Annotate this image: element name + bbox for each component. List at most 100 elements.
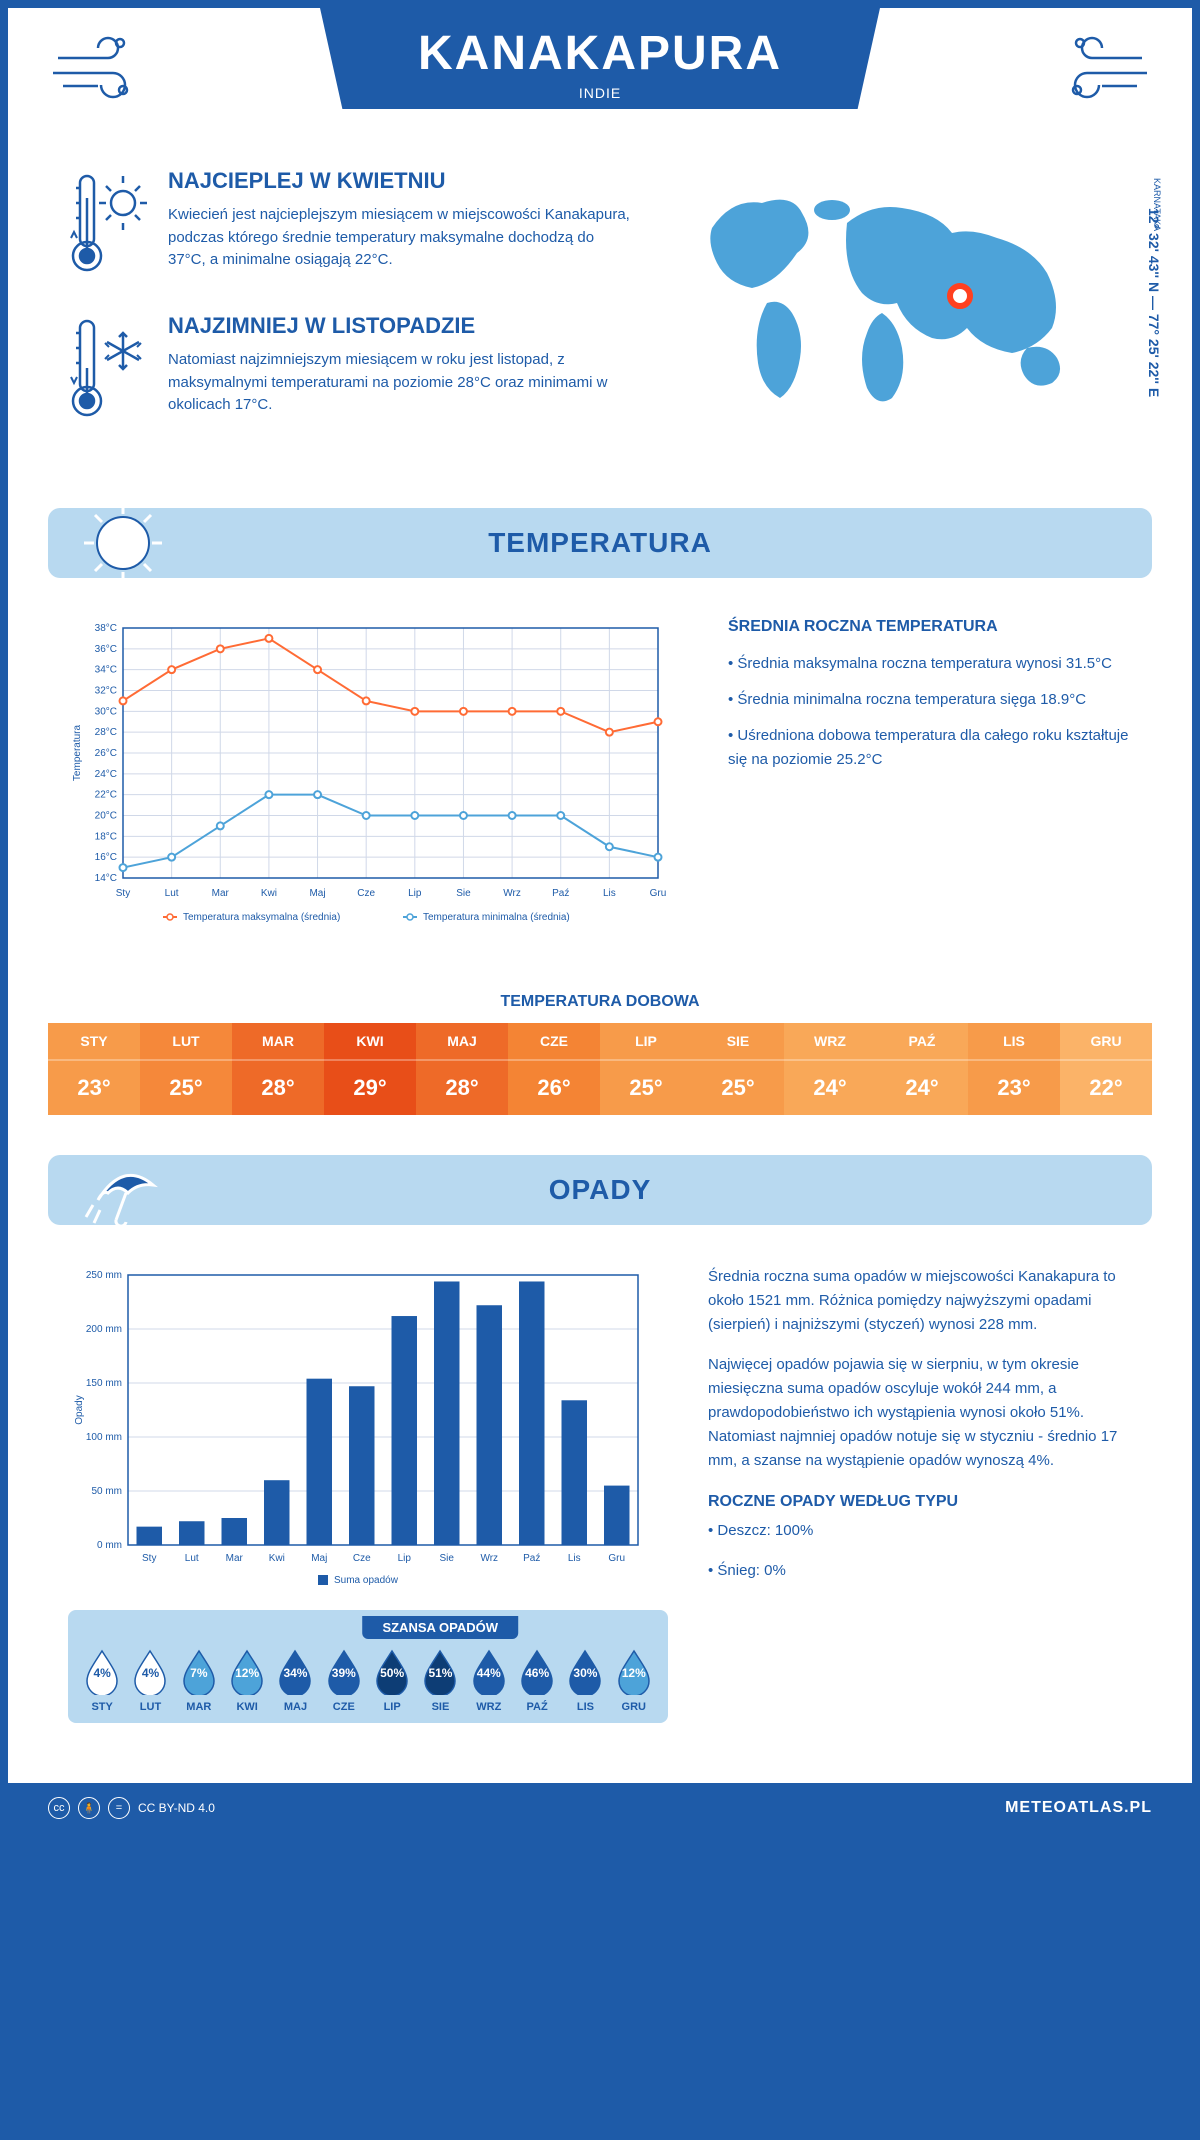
svg-text:Lis: Lis [568,1553,581,1564]
svg-text:16°C: 16°C [95,852,117,863]
country-label: INDIE [320,85,880,101]
hottest-block: NAJCIEPLEJ W KWIETNIU Kwiecień jest najc… [68,168,632,283]
svg-text:14°C: 14°C [95,873,117,884]
chance-cell: 12%GRU [610,1649,658,1713]
coordinates: 12° 32' 43'' N — 77° 25' 22'' E [1146,208,1162,397]
precip-section-header: OPADY [48,1155,1152,1225]
license-text: CC BY-ND 4.0 [138,1801,215,1815]
svg-text:Kwi: Kwi [261,888,277,899]
avg-temp-p1: • Średnia maksymalna roczna temperatura … [728,652,1132,676]
svg-text:Lip: Lip [408,888,422,899]
svg-text:Lis: Lis [603,888,616,899]
chance-cell: 4%STY [78,1649,126,1713]
daily-cell: LUT25° [140,1023,232,1115]
svg-text:Wrz: Wrz [480,1553,498,1564]
svg-text:26°C: 26°C [95,748,117,759]
svg-text:Lut: Lut [165,888,179,899]
svg-text:Sie: Sie [440,1553,455,1564]
daily-temp-title: TEMPERATURA DOBOWA [8,993,1192,1011]
svg-text:Cze: Cze [357,888,375,899]
svg-text:Lut: Lut [185,1553,199,1564]
daily-cell: STY23° [48,1023,140,1115]
precip-type-heading: ROCZNE OPADY WEDŁUG TYPU [708,1493,1132,1511]
svg-text:Maj: Maj [309,888,325,899]
hottest-heading: NAJCIEPLEJ W KWIETNIU [168,168,632,194]
svg-text:Paź: Paź [523,1553,540,1564]
hottest-text: Kwiecień jest najcieplejszym miesiącem w… [168,204,632,272]
precip-chance-box: SZANSA OPADÓW 4%STY4%LUT7%MAR12%KWI34%MA… [68,1610,668,1723]
chance-cell: 30%LIS [561,1649,609,1713]
svg-text:34°C: 34°C [95,665,117,676]
chance-cell: 7%MAR [175,1649,223,1713]
svg-text:Mar: Mar [212,888,230,899]
daily-cell: MAR28° [232,1023,324,1115]
page-title: KANAKAPURA [320,26,880,81]
svg-text:Suma opadów: Suma opadów [334,1575,399,1586]
daily-cell: GRU22° [1060,1023,1152,1115]
svg-text:Sty: Sty [116,888,130,899]
daily-cell: LIP25° [600,1023,692,1115]
daily-cell: CZE26° [508,1023,600,1115]
svg-text:36°C: 36°C [95,644,117,655]
svg-text:Gru: Gru [608,1553,625,1564]
precip-type-snow: • Śnieg: 0% [708,1559,1132,1583]
avg-temp-heading: ŚREDNIA ROCZNA TEMPERATURA [728,618,1132,636]
svg-text:Sie: Sie [456,888,471,899]
chance-cell: 51%SIE [416,1649,464,1713]
precip-bar-chart: 0 mm50 mm100 mm150 mm200 mm250 mmStyLutM… [68,1265,668,1610]
chance-cell: 4%LUT [126,1649,174,1713]
svg-text:20°C: 20°C [95,811,117,822]
chance-cell: 44%WRZ [465,1649,513,1713]
svg-text:Temperatura minimalna (średnia: Temperatura minimalna (średnia) [423,912,570,923]
svg-text:18°C: 18°C [95,831,117,842]
svg-text:50 mm: 50 mm [91,1486,122,1497]
chance-cell: 46%PAŹ [513,1649,561,1713]
svg-text:Cze: Cze [353,1553,371,1564]
daily-cell: SIE25° [692,1023,784,1115]
daily-temp-table: STY23°LUT25°MAR28°KWI29°MAJ28°CZE26°LIP2… [48,1023,1152,1115]
daily-cell: KWI29° [324,1023,416,1115]
svg-text:38°C: 38°C [95,623,117,634]
precip-p1: Średnia roczna suma opadów w miejscowośc… [708,1265,1132,1337]
chance-cell: 39%CZE [320,1649,368,1713]
chance-cell: 12%KWI [223,1649,271,1713]
by-icon: 🧍 [78,1797,100,1819]
svg-text:Lip: Lip [398,1553,412,1564]
umbrella-icon [78,1145,168,1240]
cc-icon: cc [48,1797,70,1819]
svg-text:Temperatura: Temperatura [72,724,83,781]
world-map: KARNATAKA 12° 32' 43'' N — 77° 25' 22'' … [672,168,1132,458]
svg-text:0 mm: 0 mm [97,1540,122,1551]
precip-title: OPADY [549,1174,652,1206]
svg-text:Paź: Paź [552,888,569,899]
thermometer-hot-icon [68,168,148,283]
nd-icon: = [108,1797,130,1819]
svg-text:22°C: 22°C [95,790,117,801]
svg-text:100 mm: 100 mm [86,1432,122,1443]
site-name: METEOATLAS.PL [1005,1799,1152,1817]
temperature-line-chart: 14°C16°C18°C20°C22°C24°C26°C28°C30°C32°C… [68,618,688,953]
chance-cell: 34%MAJ [271,1649,319,1713]
svg-text:28°C: 28°C [95,727,117,738]
svg-text:Temperatura maksymalna (średni: Temperatura maksymalna (średnia) [183,912,340,923]
thermometer-cold-icon [68,313,148,428]
wind-icon [48,28,148,113]
coldest-heading: NAJZIMNIEJ W LISTOPADZIE [168,313,632,339]
svg-text:Wrz: Wrz [503,888,521,899]
chance-cell: 50%LIP [368,1649,416,1713]
avg-temp-p2: • Średnia minimalna roczna temperatura s… [728,688,1132,712]
svg-text:Kwi: Kwi [269,1553,285,1564]
avg-temp-p3: • Uśredniona dobowa temperatura dla całe… [728,724,1132,772]
temperature-title: TEMPERATURA [488,527,712,559]
chance-title: SZANSA OPADÓW [362,1616,518,1639]
daily-cell: PAŹ24° [876,1023,968,1115]
svg-text:250 mm: 250 mm [86,1270,122,1281]
svg-text:32°C: 32°C [95,686,117,697]
header: KANAKAPURA INDIE [8,8,1192,148]
svg-text:Gru: Gru [650,888,667,899]
svg-text:Maj: Maj [311,1553,327,1564]
precip-p2: Najwięcej opadów pojawia się w sierpniu,… [708,1353,1132,1473]
coldest-text: Natomiast najzimniejszym miesiącem w rok… [168,349,632,417]
svg-text:Sty: Sty [142,1553,156,1564]
temperature-section-header: TEMPERATURA [48,508,1152,578]
